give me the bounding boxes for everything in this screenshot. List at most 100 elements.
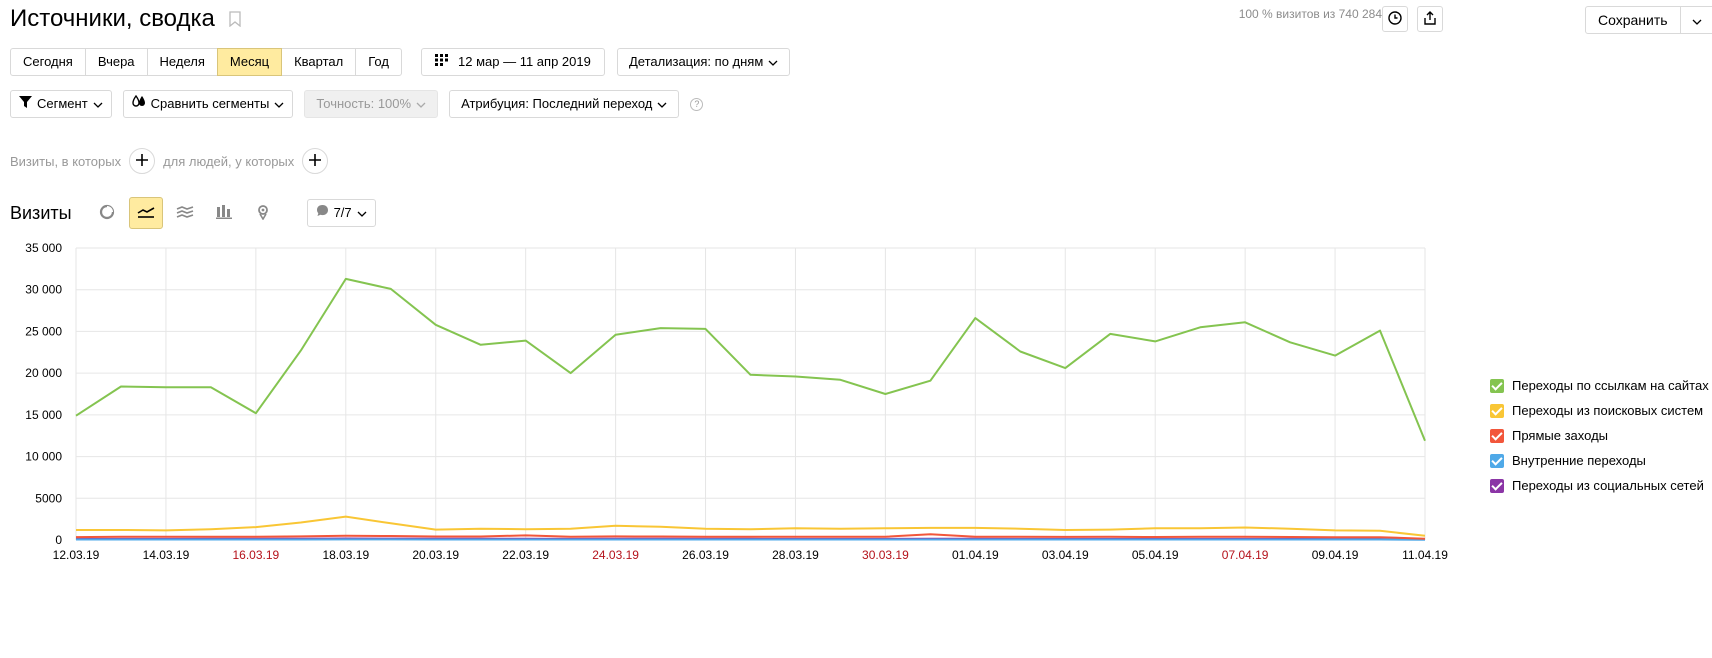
chevron-down-icon: [274, 91, 284, 117]
calendar-icon: [435, 49, 449, 75]
segment-label: Сегмент: [37, 96, 88, 111]
period-today[interactable]: Сегодня: [10, 48, 86, 76]
pie-chart-icon: [99, 204, 115, 223]
map-toggle[interactable]: [246, 197, 280, 229]
help-icon[interactable]: ?: [690, 97, 704, 111]
x-tick-label: 22.03.19: [502, 548, 549, 562]
series-line: [75, 277, 1426, 442]
precision-dropdown[interactable]: Точность: 100%: [304, 90, 439, 118]
y-tick-label: 30 000: [25, 283, 62, 297]
share-icon: [1423, 10, 1437, 28]
x-tick-label: 03.04.19: [1042, 548, 1089, 562]
compare-drops-icon: [131, 91, 146, 117]
pie-chart-toggle[interactable]: [90, 197, 124, 229]
precision-label: Точность: 100%: [316, 96, 412, 111]
segment-dropdown[interactable]: Сегмент: [10, 90, 112, 118]
date-range-label: 12 мар — 11 апр 2019: [458, 54, 591, 69]
page-title: Источники, сводка: [10, 5, 215, 32]
annotations-count: 7/7: [333, 205, 352, 220]
detail-dropdown[interactable]: Детализация: по дням: [617, 48, 791, 76]
export-button[interactable]: [1417, 6, 1443, 32]
series-line: [75, 533, 1426, 540]
y-tick-label: 20 000: [25, 366, 62, 380]
attribution-label: Атрибуция: Последний переход: [461, 96, 653, 111]
legend-checkbox-1[interactable]: [1490, 403, 1504, 418]
visits-condition-label: Визиты, в которых: [10, 153, 122, 169]
legend-label: Внутренние переходы: [1512, 453, 1646, 468]
x-tick-label: 05.04.19: [1132, 548, 1179, 562]
y-tick-label: 25 000: [25, 324, 62, 338]
y-tick-label: 0: [55, 533, 62, 547]
legend-label: Прямые заходы: [1512, 428, 1609, 443]
clock-icon: [1388, 10, 1402, 28]
chevron-down-icon: [357, 200, 367, 226]
x-tick-label: 14.03.19: [143, 548, 190, 562]
period-month[interactable]: Месяц: [216, 48, 283, 76]
detail-label: Детализация: по дням: [629, 54, 764, 69]
legend-item[interactable]: Переходы из поисковых систем: [1490, 398, 1709, 423]
period-quarter[interactable]: Квартал: [281, 48, 357, 76]
line-chart-toggle[interactable]: [128, 197, 163, 229]
area-chart-toggle[interactable]: [168, 197, 202, 229]
period-week[interactable]: Неделя: [146, 48, 218, 76]
x-tick-label: 01.04.19: [952, 548, 999, 562]
chart-title: Визиты: [10, 202, 72, 223]
add-people-condition-button[interactable]: [302, 148, 329, 174]
map-pin-icon: [256, 204, 270, 223]
x-tick-label: 09.04.19: [1312, 548, 1359, 562]
chart-svg: 0 5000 10 000 15 000 20 000 25 000 30 000 35 00…: [25, 241, 1448, 562]
legend-label: Переходы по ссылкам на сайтах: [1512, 378, 1709, 393]
series-line: [76, 515, 1426, 537]
bar-chart-icon: [215, 204, 232, 222]
y-tick-label: 35 000: [25, 241, 62, 255]
attribution-dropdown[interactable]: Атрибуция: Последний переход: [449, 90, 680, 118]
comment-icon: [316, 200, 329, 226]
chevron-down-icon: [768, 49, 778, 75]
legend-checkbox-0[interactable]: [1490, 378, 1504, 393]
compare-segments-dropdown[interactable]: Сравнить сегменты: [122, 90, 294, 118]
x-tick-label: 24.03.19: [592, 548, 639, 562]
chevron-down-icon: [1692, 13, 1702, 28]
x-tick-label: 28.03.19: [772, 548, 819, 562]
x-tick-label: 20.03.19: [412, 548, 459, 562]
visits-line-chart: 0 5000 10 000 15 000 20 000 25 000 30 000 35 00…: [0, 240, 1460, 620]
plus-icon: [309, 153, 322, 169]
chart-legend: Переходы по ссылкам на сайтах Переходы и…: [1490, 373, 1709, 498]
x-tick-label: 11.04.19: [1402, 548, 1448, 562]
x-tick-label: 30.03.19: [862, 548, 909, 562]
legend-checkbox-3[interactable]: [1490, 453, 1504, 468]
annotations-dropdown[interactable]: 7/7: [306, 199, 376, 227]
history-button[interactable]: [1382, 6, 1408, 32]
area-chart-icon: [176, 205, 194, 222]
bookmark-icon[interactable]: [229, 11, 241, 30]
save-button[interactable]: Сохранить: [1598, 12, 1668, 28]
filter-row: Визиты, в которых для людей, у которых: [10, 148, 329, 174]
period-year[interactable]: Год: [355, 48, 402, 76]
y-tick-label: 10 000: [25, 450, 62, 464]
save-button-group: Сохранить: [1585, 6, 1712, 34]
x-tick-label: 07.04.19: [1222, 548, 1269, 562]
period-selector: Сегодня Вчера Неделя Месяц Квартал Год: [10, 48, 402, 76]
save-dropdown-button[interactable]: [1679, 7, 1712, 33]
date-range-picker[interactable]: 12 мар — 11 апр 2019: [421, 48, 605, 76]
x-tick-label: 18.03.19: [322, 548, 369, 562]
compare-label: Сравнить сегменты: [150, 96, 270, 111]
add-visit-condition-button[interactable]: [129, 148, 156, 174]
chevron-down-icon: [657, 91, 667, 117]
chevron-down-icon: [93, 91, 103, 117]
bar-chart-toggle[interactable]: [207, 197, 241, 229]
chevron-down-icon: [416, 91, 426, 117]
period-yesterday[interactable]: Вчера: [84, 48, 148, 76]
legend-item[interactable]: Переходы по ссылкам на сайтах: [1490, 373, 1709, 398]
legend-item[interactable]: Переходы из социальных сетей: [1490, 473, 1709, 498]
chart-toolbar: Визиты 7/7: [10, 197, 376, 229]
sampling-note: 100 % визитов из 740 284: [1238, 7, 1382, 21]
legend-checkbox-4[interactable]: [1490, 478, 1504, 493]
segment-toolbar: Сегмент Сравнить сегменты Точность: 100%…: [10, 90, 704, 118]
legend-checkbox-2[interactable]: [1490, 428, 1504, 443]
x-tick-label: 16.03.19: [233, 548, 280, 562]
legend-item[interactable]: Внутренние переходы: [1490, 448, 1709, 473]
legend-label: Переходы из поисковых систем: [1512, 403, 1704, 418]
legend-item[interactable]: Прямые заходы: [1490, 423, 1709, 448]
plus-icon: [136, 153, 149, 169]
